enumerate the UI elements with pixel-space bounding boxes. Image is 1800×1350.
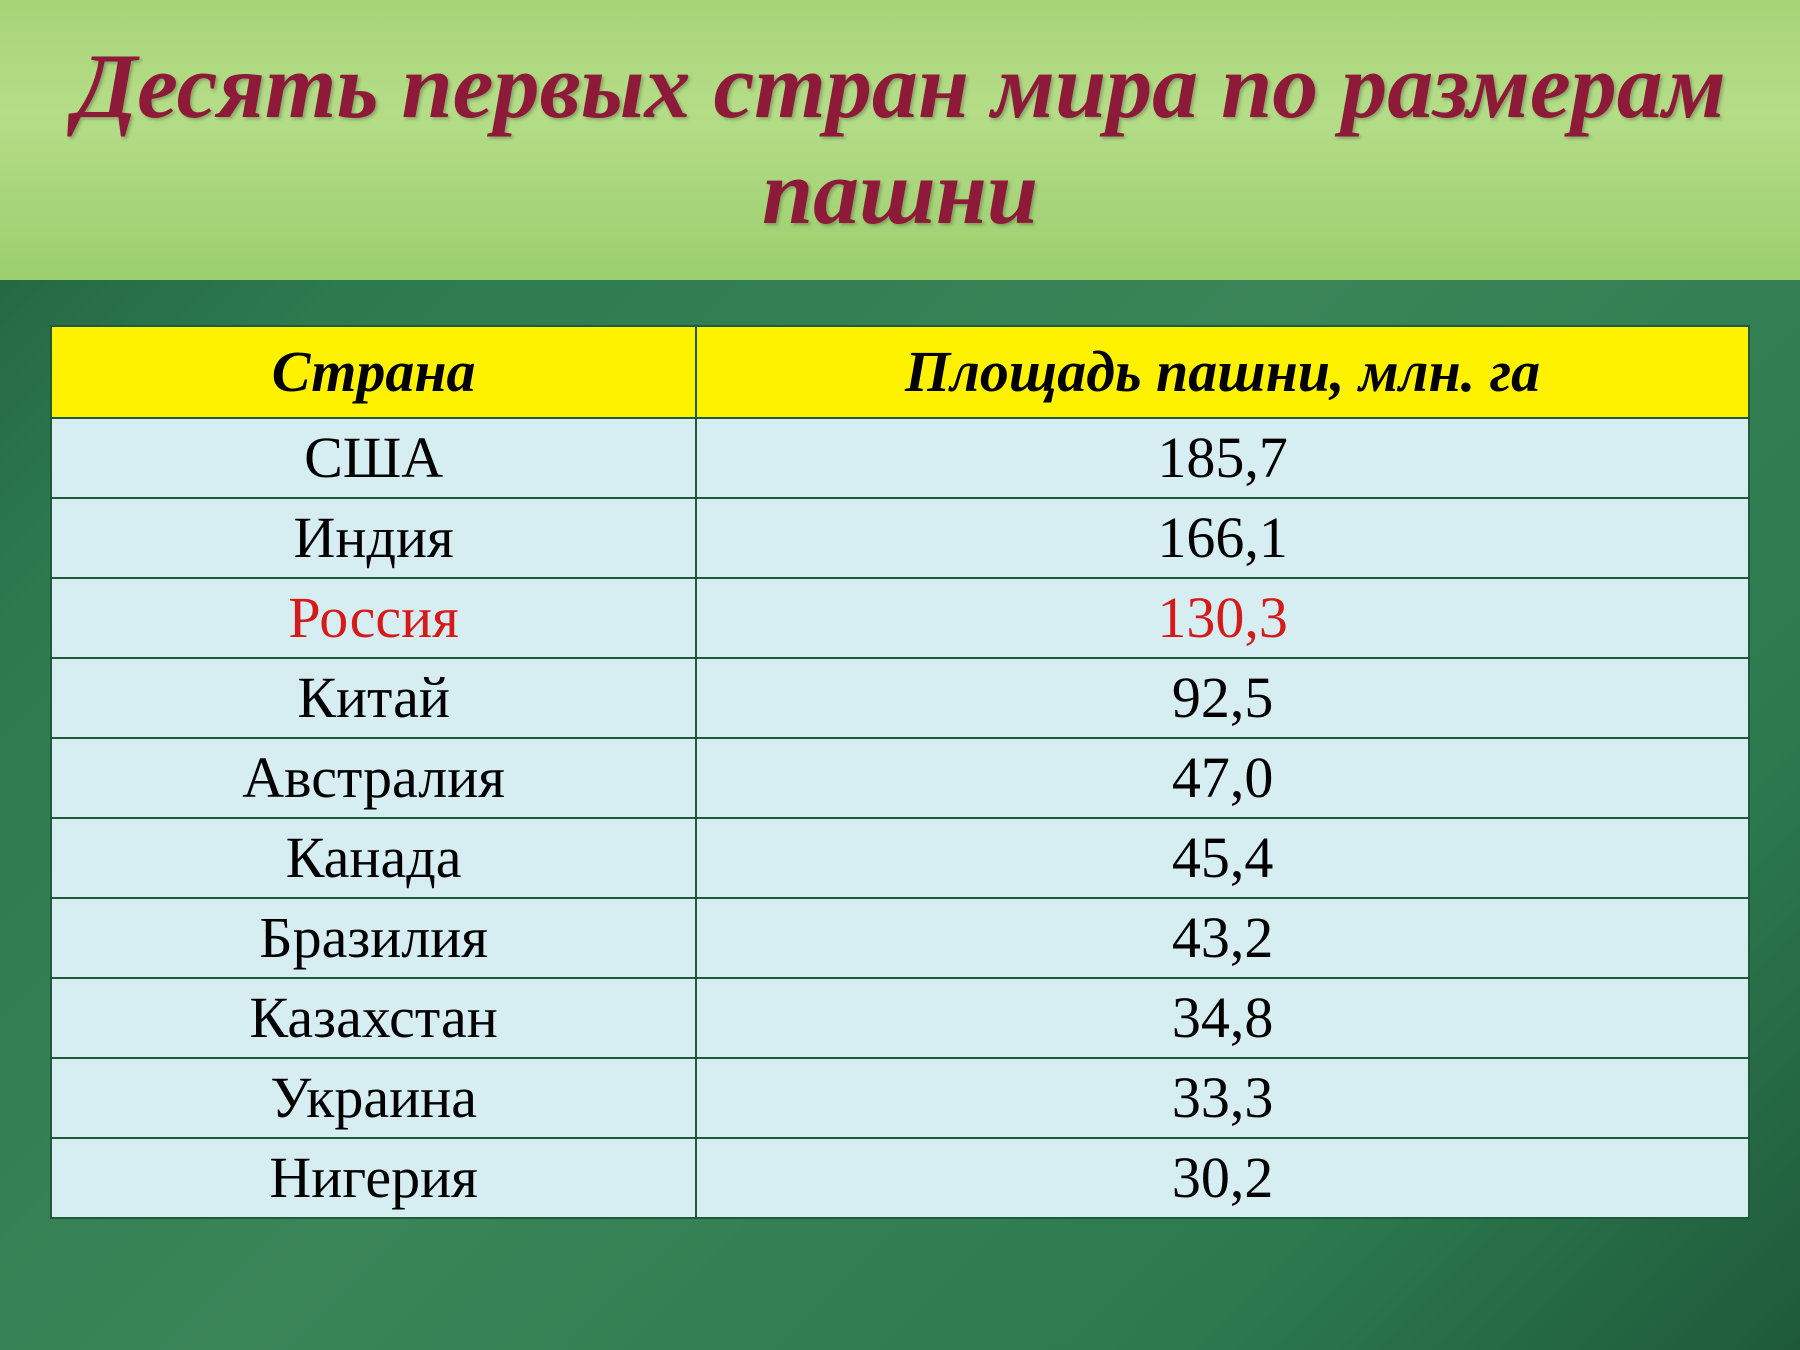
- table-row: Казахстан34,8: [51, 978, 1749, 1058]
- table-row: Австралия47,0: [51, 738, 1749, 818]
- cell-country: Канада: [51, 818, 696, 898]
- table-container: Страна Площадь пашни, млн. га США185,7Ин…: [50, 325, 1750, 1219]
- cell-country: Нигерия: [51, 1138, 696, 1218]
- cell-country: Россия: [51, 578, 696, 658]
- table-row: Индия166,1: [51, 498, 1749, 578]
- table-row: Россия130,3: [51, 578, 1749, 658]
- cell-value: 130,3: [696, 578, 1749, 658]
- cell-value: 33,3: [696, 1058, 1749, 1138]
- title-band: Десять первых стран мира по размерам паш…: [0, 0, 1800, 280]
- table-row: Китай92,5: [51, 658, 1749, 738]
- cell-country: Индия: [51, 498, 696, 578]
- cell-value: 166,1: [696, 498, 1749, 578]
- cell-country: Казахстан: [51, 978, 696, 1058]
- cell-country: Украина: [51, 1058, 696, 1138]
- cell-value: 92,5: [696, 658, 1749, 738]
- table-row: США185,7: [51, 418, 1749, 498]
- table-body: США185,7Индия166,1Россия130,3Китай92,5Ав…: [51, 418, 1749, 1218]
- cell-value: 30,2: [696, 1138, 1749, 1218]
- cell-country: Китай: [51, 658, 696, 738]
- header-value: Площадь пашни, млн. га: [696, 326, 1749, 418]
- cell-value: 185,7: [696, 418, 1749, 498]
- data-table: Страна Площадь пашни, млн. га США185,7Ин…: [50, 325, 1750, 1219]
- slide-title: Десять первых стран мира по размерам паш…: [60, 34, 1740, 246]
- cell-country: Австралия: [51, 738, 696, 818]
- header-country: Страна: [51, 326, 696, 418]
- table-header-row: Страна Площадь пашни, млн. га: [51, 326, 1749, 418]
- cell-country: Бразилия: [51, 898, 696, 978]
- cell-value: 47,0: [696, 738, 1749, 818]
- cell-country: США: [51, 418, 696, 498]
- cell-value: 34,8: [696, 978, 1749, 1058]
- cell-value: 43,2: [696, 898, 1749, 978]
- table-row: Нигерия30,2: [51, 1138, 1749, 1218]
- cell-value: 45,4: [696, 818, 1749, 898]
- table-row: Канада45,4: [51, 818, 1749, 898]
- table-row: Украина33,3: [51, 1058, 1749, 1138]
- table-row: Бразилия43,2: [51, 898, 1749, 978]
